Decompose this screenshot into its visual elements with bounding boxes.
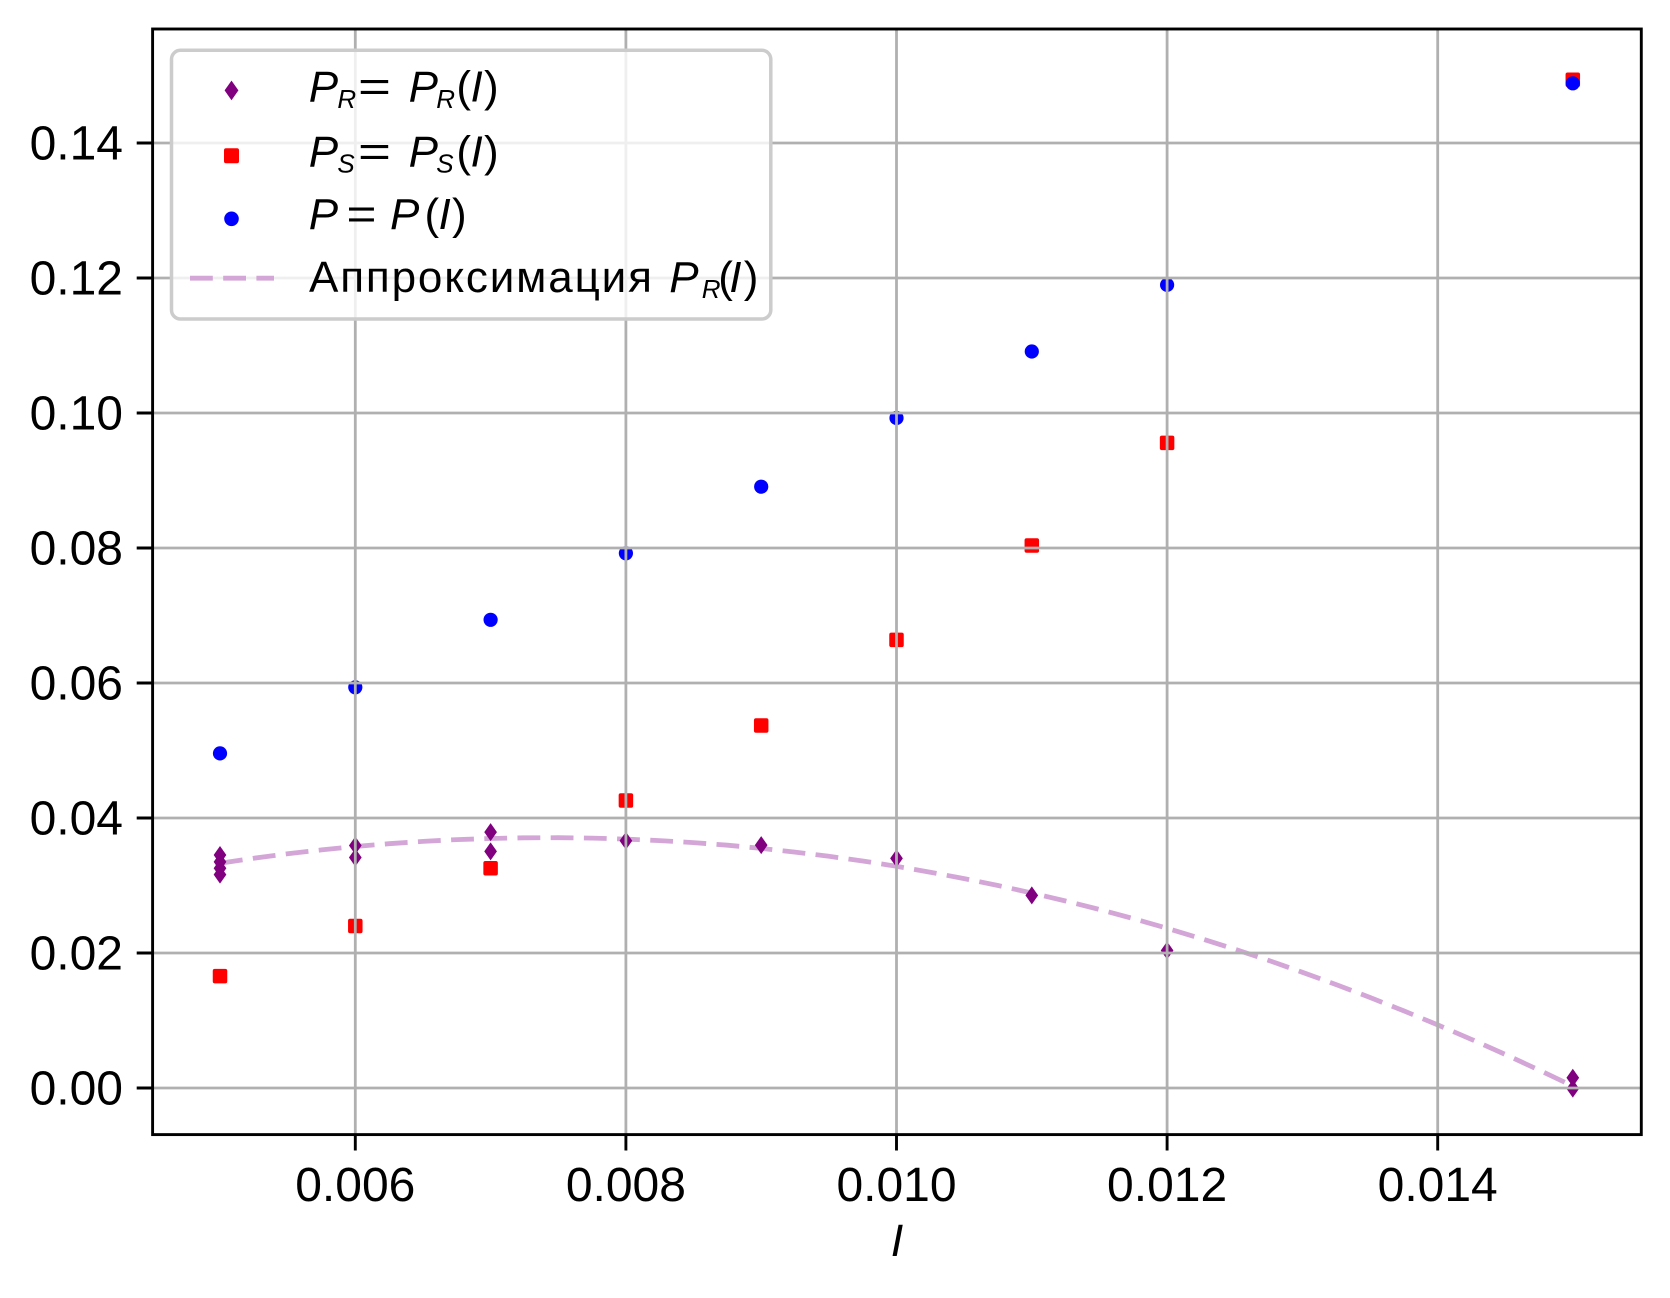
svg-text:I: I	[891, 1215, 904, 1266]
svg-text:I: I	[471, 127, 483, 176]
svg-text:=: =	[347, 190, 377, 239]
svg-text:P: P	[309, 190, 339, 239]
svg-text:P: P	[409, 127, 439, 176]
svg-text:I: I	[729, 253, 741, 302]
svg-text:0.008: 0.008	[566, 1159, 686, 1212]
svg-text:): )	[484, 127, 499, 176]
svg-text:P: P	[390, 190, 420, 239]
svg-text:0.010: 0.010	[836, 1159, 956, 1212]
svg-text:(: (	[718, 253, 733, 302]
svg-text:0.02: 0.02	[30, 928, 123, 981]
svg-text:0.06: 0.06	[30, 658, 123, 711]
svg-text:(: (	[456, 63, 471, 112]
svg-text:P: P	[409, 63, 439, 112]
svg-text:S: S	[337, 149, 355, 179]
svg-text:R: R	[702, 274, 721, 304]
svg-text:P: P	[669, 253, 699, 302]
svg-text:S: S	[436, 149, 454, 179]
svg-text:Аппроксимация: Аппроксимация	[309, 253, 654, 302]
svg-text:): )	[452, 190, 467, 239]
svg-text:0.12: 0.12	[30, 253, 123, 306]
svg-text:I: I	[471, 63, 483, 112]
svg-text:): )	[484, 63, 499, 112]
svg-text:(: (	[425, 190, 440, 239]
svg-text:=: =	[358, 127, 391, 176]
svg-text:0.012: 0.012	[1107, 1159, 1227, 1212]
svg-text:P: P	[309, 127, 339, 176]
svg-text:R: R	[436, 84, 455, 114]
svg-text:=: =	[358, 63, 391, 112]
svg-text:P: P	[309, 63, 339, 112]
svg-text:0.04: 0.04	[30, 793, 123, 846]
svg-text:0.10: 0.10	[30, 388, 123, 441]
svg-text:I: I	[439, 190, 451, 239]
svg-text:(: (	[456, 127, 471, 176]
svg-text:0.00: 0.00	[30, 1063, 123, 1116]
svg-text:0.006: 0.006	[295, 1159, 415, 1212]
svg-text:0.014: 0.014	[1378, 1159, 1498, 1212]
svg-text:): )	[744, 253, 759, 302]
svg-text:0.08: 0.08	[30, 523, 123, 576]
svg-text:R: R	[337, 84, 356, 114]
svg-text:0.14: 0.14	[30, 118, 123, 171]
